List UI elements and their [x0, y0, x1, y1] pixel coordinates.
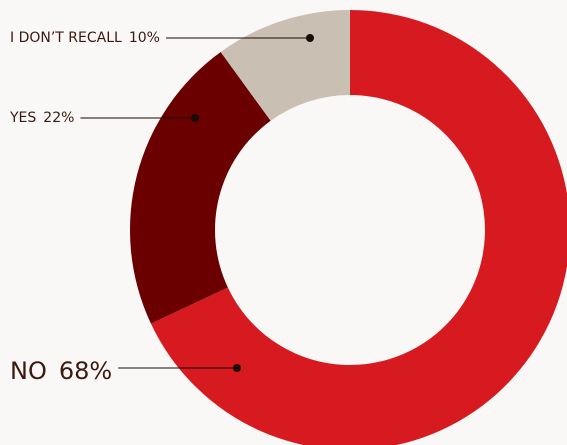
- slice-category: NO: [10, 357, 47, 385]
- slice-category: YES: [9, 110, 36, 126]
- leader-dot: [233, 364, 241, 372]
- slice-value-label: 22%: [43, 110, 74, 126]
- slice-category: I DON’T RECALL: [10, 30, 122, 46]
- donut-slice: [129, 52, 271, 324]
- leader-dot: [191, 114, 199, 122]
- donut-slice: [150, 10, 567, 445]
- slice-value-label: 10%: [129, 30, 160, 46]
- leader-dot: [306, 34, 314, 42]
- slice-value-label: 68%: [59, 357, 112, 385]
